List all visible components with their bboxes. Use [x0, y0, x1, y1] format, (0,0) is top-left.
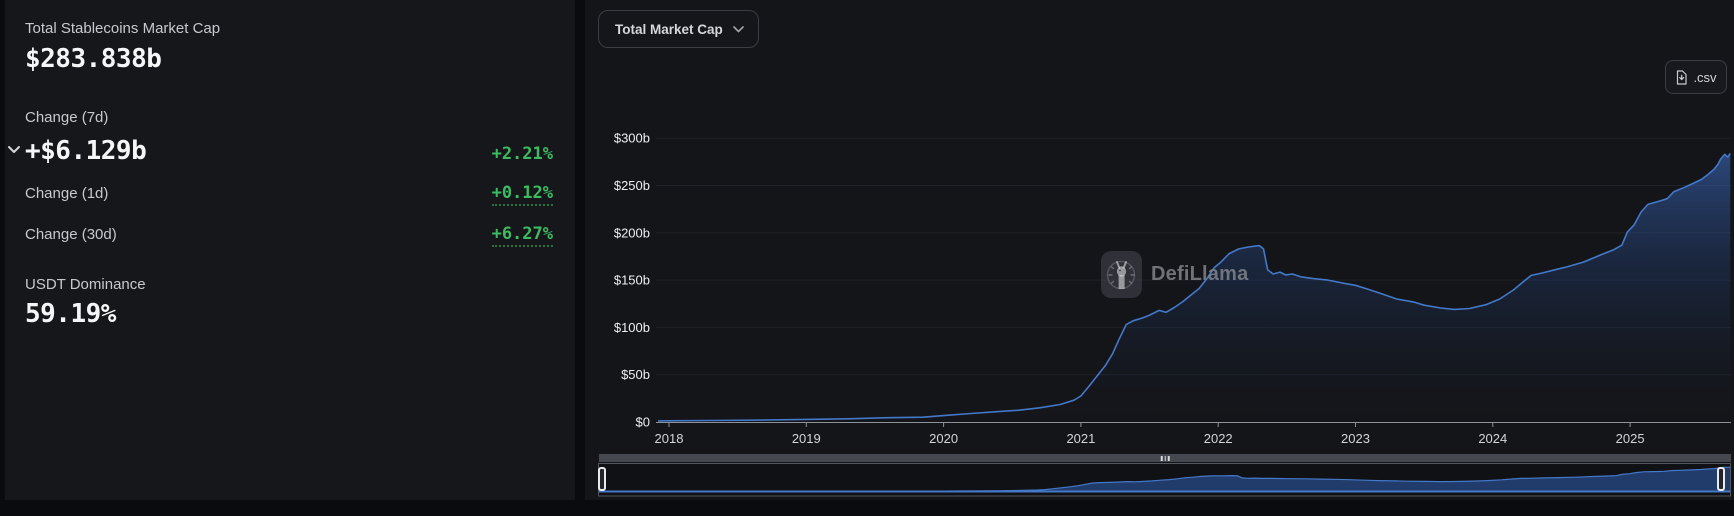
change-7d-value: +$6.129b	[25, 136, 147, 166]
x-axis-tick-label: 2019	[792, 431, 821, 446]
y-axis-tick-label: $150b	[614, 273, 650, 288]
scrollbar-grip-icon[interactable]	[1160, 455, 1170, 461]
chart-scrollbar[interactable]	[599, 454, 1731, 462]
usdt-dominance-label: USDT Dominance	[25, 276, 146, 293]
minimap-line	[598, 466, 1732, 493]
change-7d-label: Change (7d)	[25, 109, 109, 126]
metric-dropdown-label: Total Market Cap	[615, 21, 723, 37]
market-cap-area-fill	[658, 153, 1731, 422]
minimap-area-fill	[598, 467, 1731, 492]
y-axis-tick-label: $50b	[621, 367, 650, 382]
change-1d-pct[interactable]: +0.12%	[491, 183, 553, 206]
market-cap-value: $283.838b	[25, 44, 162, 74]
metric-dropdown[interactable]: Total Market Cap	[598, 10, 759, 48]
chevron-down-icon	[732, 25, 744, 33]
brush-handle-right[interactable]	[1717, 467, 1725, 491]
y-axis-tick-label: $300b	[614, 131, 650, 146]
x-axis-tick-label: 2024	[1478, 431, 1507, 446]
change-30d-pct[interactable]: +6.27%	[491, 224, 553, 247]
chevron-down-icon[interactable]	[7, 141, 21, 159]
stablecoins-area-chart[interactable]: $0 $50b $100b $150b $200b $250b $300b 2018 2019 2…	[585, 0, 1734, 500]
x-axis-tick-label: 2020	[929, 431, 958, 446]
x-axis-tick-label: 2018	[655, 431, 684, 446]
x-axis-tick-label: 2025	[1616, 431, 1645, 446]
download-file-icon	[1675, 69, 1688, 85]
stats-panel: Total Stablecoins Market Cap $283.838b C…	[5, 0, 575, 500]
chart-panel: Total Market Cap .csv $0 $50b $100b $150b $2…	[585, 0, 1734, 500]
change-7d-pct: +2.21%	[491, 144, 553, 164]
x-axis-tick-label: 2021	[1066, 431, 1095, 446]
x-axis-tick-label: 2023	[1341, 431, 1370, 446]
change-30d-label: Change (30d)	[25, 226, 117, 243]
y-axis-tick-label: $0	[636, 415, 650, 430]
usdt-dominance-value: 59.19%	[25, 299, 116, 329]
change-1d-label: Change (1d)	[25, 185, 109, 202]
csv-download-button[interactable]: .csv	[1665, 60, 1727, 94]
x-axis-tick-label: 2022	[1204, 431, 1233, 446]
y-axis-tick-label: $250b	[614, 178, 650, 193]
y-axis-tick-label: $100b	[614, 320, 650, 335]
csv-button-label: .csv	[1693, 69, 1717, 85]
market-cap-line	[657, 153, 1731, 422]
brush-handle-left[interactable]	[598, 467, 606, 491]
y-axis-tick-label: $200b	[614, 225, 650, 240]
market-cap-label: Total Stablecoins Market Cap	[25, 20, 221, 37]
